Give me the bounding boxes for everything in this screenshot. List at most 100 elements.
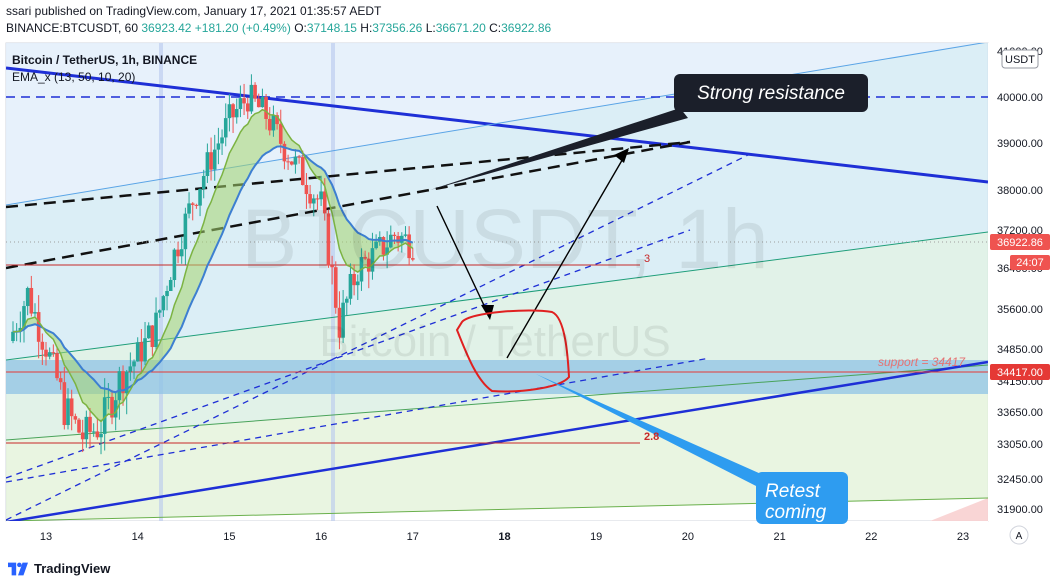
candle-body <box>271 115 276 131</box>
y-tick-label: 34850.00 <box>997 344 1043 356</box>
low-label: L: <box>425 21 436 35</box>
candle-body <box>385 247 389 255</box>
candle-body <box>172 249 177 281</box>
x-tick-label: 22 <box>865 531 877 543</box>
candle-body <box>275 115 279 125</box>
x-tick-label: 19 <box>590 531 602 543</box>
footer-brand-text: TradingView <box>34 561 111 576</box>
price-change: +181.20 (+0.49%) <box>194 21 291 35</box>
candle-body <box>282 143 287 162</box>
footer-brand[interactable]: TradingView <box>8 561 110 576</box>
candle-body <box>300 157 305 186</box>
retest-callout-pointer <box>536 374 770 488</box>
candle-body <box>286 161 290 163</box>
candle-body <box>157 310 162 313</box>
candle-body <box>308 194 312 204</box>
session-band-1 <box>159 43 163 521</box>
candle-body <box>322 191 327 214</box>
x-tick-label: 16 <box>315 531 327 543</box>
watermark-symbol: BTCUSDT, 1h <box>241 192 768 286</box>
candle-body <box>29 287 34 314</box>
candle-body <box>36 312 41 342</box>
candle-body <box>84 416 89 440</box>
arrow-up-head <box>614 148 629 163</box>
candle-body <box>396 235 400 243</box>
open-value: 37148.15 <box>306 21 357 35</box>
high-label: H: <box>360 21 373 35</box>
upper-channel-line <box>6 43 986 206</box>
candle-body <box>278 124 283 144</box>
candle-body <box>366 258 371 272</box>
auto-scale-button[interactable] <box>1009 525 1029 545</box>
dashed-blue-lower <box>6 357 711 483</box>
time-axis[interactable] <box>6 521 988 549</box>
currency-badge-text: USDT <box>1005 54 1035 66</box>
candle-body <box>392 234 397 236</box>
candle-body <box>124 371 129 394</box>
candle-body <box>110 396 114 418</box>
candle-body <box>348 273 353 299</box>
last-price: 36923.42 <box>141 21 192 35</box>
y-tick-label: 38000.00 <box>997 185 1043 197</box>
candle-body <box>326 213 331 266</box>
dashed-blue-mid <box>6 229 691 479</box>
open-label: O: <box>294 21 307 35</box>
candle-body <box>337 307 342 338</box>
candle-body <box>154 312 158 348</box>
dashed-wedge-top <box>6 140 691 209</box>
candle-body <box>231 104 235 118</box>
candle-body <box>293 156 298 165</box>
candle-body <box>205 152 210 177</box>
candle-body <box>135 342 140 362</box>
candle-body <box>146 325 151 339</box>
price-axis[interactable] <box>988 43 1053 521</box>
resistance-callout <box>674 74 868 112</box>
x-tick-label: 20 <box>682 531 694 543</box>
retest-callout-line1: Retest <box>765 481 821 502</box>
candle-body <box>77 419 81 433</box>
candle-body <box>99 433 103 438</box>
auto-scale-icon: A <box>1016 531 1023 542</box>
candle-body <box>370 248 375 272</box>
candle-body <box>201 176 206 189</box>
x-tick-label: 13 <box>40 531 52 543</box>
candle-body <box>253 84 257 99</box>
candle-body <box>297 156 301 158</box>
high-value: 37356.26 <box>372 21 423 35</box>
descending-resistance-line <box>6 66 988 184</box>
candle-body <box>88 416 92 432</box>
y-tick-label: 33050.00 <box>997 439 1043 451</box>
candle-body <box>121 371 125 394</box>
dashed-wedge-bottom <box>6 140 691 270</box>
currency-badge[interactable] <box>1001 49 1039 69</box>
session-band-2 <box>331 43 335 521</box>
candle-body <box>44 349 48 357</box>
y-tick-label: 39000.00 <box>997 138 1043 150</box>
candle-body <box>183 213 188 250</box>
countdown-tag-text: 24:07 <box>1016 257 1044 269</box>
candle-body <box>11 331 15 341</box>
support-price-tag <box>990 364 1050 380</box>
watermark-name: Bitcoin / TetherUS <box>319 317 670 366</box>
x-tick-label: 23 <box>957 531 969 543</box>
candle-body <box>234 109 239 118</box>
candle-body <box>198 188 202 206</box>
candle-body <box>187 203 191 214</box>
y-tick-label: 35600.00 <box>997 304 1043 316</box>
candle-body <box>249 84 254 112</box>
candle-body <box>209 152 213 170</box>
fib-label-3: 3 <box>644 253 650 265</box>
legend-title: Bitcoin / TetherUS, 1h, BINANCE <box>12 53 197 67</box>
candle-body <box>256 98 261 108</box>
candle-body <box>69 398 74 417</box>
candle-body <box>311 198 316 204</box>
red-zone-fill <box>930 498 988 521</box>
candle-body <box>227 104 232 119</box>
y-tick-label: 40000.00 <box>997 92 1043 104</box>
fib-label-2-8: 2.8 <box>644 431 659 443</box>
candle-body <box>143 338 147 362</box>
x-tick-label: 15 <box>223 531 235 543</box>
support-label: support = 34417 <box>878 355 966 369</box>
publish-info: ssari published on TradingView.com, Janu… <box>6 4 382 18</box>
